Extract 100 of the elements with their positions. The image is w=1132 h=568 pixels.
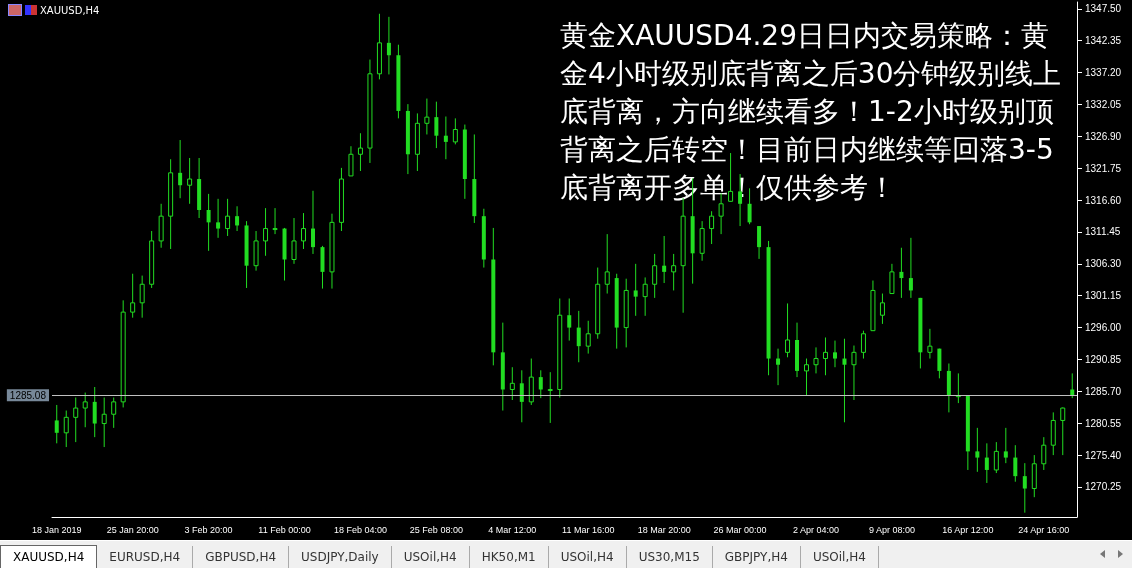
- candlestick: [206, 193, 211, 252]
- y-tick-label: 1337.20: [1085, 67, 1122, 79]
- candlestick: [879, 293, 885, 325]
- candlestick: [927, 328, 933, 360]
- x-tick-label: 11 Feb 00:00: [258, 524, 311, 535]
- candlestick: [567, 298, 572, 342]
- candlestick: [652, 253, 658, 299]
- y-tick-label: 1285.70: [1085, 385, 1122, 397]
- candlestick: [54, 404, 59, 444]
- y-tick-label: 1326.90: [1085, 130, 1122, 142]
- x-tick-label: 25 Jan 20:00: [106, 524, 159, 535]
- candlestick: [899, 247, 904, 299]
- candlestick: [538, 369, 543, 399]
- candlestick: [1070, 372, 1075, 399]
- candlestick: [178, 139, 183, 199]
- candlestick: [272, 207, 278, 235]
- candlestick: [738, 173, 743, 227]
- x-tick-label: 9 Apr 08:00: [868, 524, 915, 535]
- candlestick: [662, 235, 667, 284]
- candlestick: [139, 275, 145, 319]
- x-tick-label: 18 Feb 04:00: [333, 524, 387, 535]
- y-tick-label: 1342.35: [1085, 35, 1122, 47]
- candlestick: [424, 98, 430, 135]
- candlestick: [813, 346, 819, 374]
- y-tick-label: 1321.75: [1085, 162, 1122, 174]
- y-tick-label: 1296.00: [1085, 322, 1122, 334]
- candlestick: [776, 348, 781, 386]
- candlestick: [92, 386, 97, 438]
- x-tick-label: 18 Mar 20:00: [637, 524, 691, 535]
- candlestick: [291, 217, 297, 265]
- y-tick-label: 1316.60: [1085, 194, 1122, 206]
- x-tick-label: 18 Jan 2019: [31, 524, 82, 535]
- candlestick: [757, 225, 762, 260]
- text: GBPJPY,H4: [712, 546, 801, 568]
- candlestick: [434, 101, 439, 149]
- candlestick: [842, 338, 847, 423]
- candlestick: [82, 392, 88, 428]
- candlestick: [101, 397, 107, 448]
- candlestick: [452, 117, 458, 145]
- candlestick: [130, 273, 136, 319]
- candlestick: [1003, 427, 1008, 464]
- text: USOil,H4: [800, 546, 879, 568]
- y-tick-label: 1270.25: [1085, 481, 1122, 493]
- candlestick: [975, 427, 980, 473]
- x-tick-label: 25 Feb 08:00: [409, 524, 463, 535]
- candlestick: [1013, 444, 1018, 483]
- candlestick: [585, 320, 591, 355]
- x-tick-label: 16 Apr 12:00: [942, 524, 994, 535]
- candlestick: [804, 358, 810, 396]
- text: US30,M15: [626, 546, 713, 568]
- candlestick: [348, 145, 354, 177]
- candlestick: [509, 366, 515, 401]
- candlestick: [187, 157, 193, 205]
- candlestick: [604, 233, 610, 295]
- candlestick: [263, 207, 269, 257]
- candlestick: [671, 253, 677, 291]
- candlestick: [225, 198, 231, 237]
- candlestick: [519, 369, 524, 423]
- candlestick: [633, 263, 638, 317]
- candlestick: [937, 348, 942, 379]
- candlestick: [889, 263, 895, 295]
- candlestick: [823, 336, 828, 376]
- text: USOil,H4: [391, 546, 470, 568]
- candlestick: [1022, 462, 1027, 514]
- candlestick: [216, 198, 221, 239]
- candlestick: [851, 345, 857, 401]
- text: GBPUSD,H4: [193, 546, 290, 568]
- text: USOil,H4: [548, 546, 627, 568]
- candlestick: [357, 132, 363, 172]
- y-tick-label: 1275.40: [1085, 449, 1122, 461]
- candlestick: [111, 397, 117, 429]
- y-tick-label: 1347.50: [1085, 3, 1122, 15]
- candlestick: [642, 276, 648, 317]
- chart-title: XAUUSD,H4: [40, 4, 100, 16]
- candlestick: [301, 212, 306, 250]
- candlestick: [386, 16, 391, 75]
- x-tick-label: 4 Mar 12:00: [488, 524, 537, 535]
- y-tick-label: 1290.85: [1085, 353, 1122, 365]
- candlestick: [747, 187, 752, 225]
- text: EURUSD,H4: [97, 546, 194, 568]
- candlestick: [1060, 406, 1066, 456]
- candlestick: [73, 397, 79, 443]
- y-tick-label: 1332.05: [1085, 98, 1122, 110]
- x-tick-label: 11 Mar 16:00: [562, 524, 615, 535]
- candlestick: [1041, 436, 1047, 471]
- y-tick-label: 1311.45: [1085, 226, 1121, 238]
- y-tick-label: 1280.55: [1085, 417, 1122, 429]
- candlestick: [311, 190, 315, 255]
- candlestick: [984, 442, 989, 484]
- candlestick: [547, 371, 553, 424]
- candlestick: [908, 237, 913, 299]
- text: HK50,M1: [469, 546, 549, 568]
- x-tick-label: 3 Feb 20:00: [184, 524, 233, 535]
- candlestick: [576, 310, 581, 363]
- x-tick-label: 26 Mar 00:00: [713, 524, 767, 535]
- candlestick: [860, 330, 866, 360]
- candlestick: [709, 210, 715, 245]
- candlestick: [785, 302, 791, 358]
- candlestick: [443, 116, 448, 160]
- y-tick-label: 1301.15: [1085, 290, 1122, 302]
